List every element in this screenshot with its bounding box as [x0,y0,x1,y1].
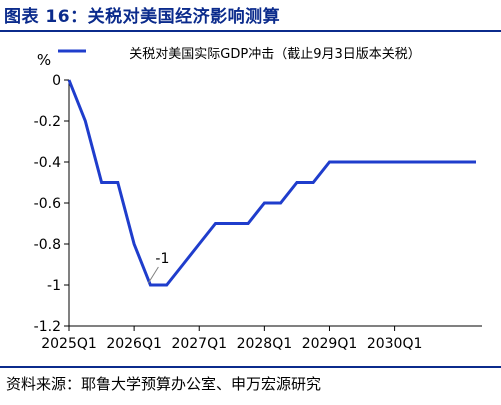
bottom-rule [0,366,501,368]
y-tick-label: -0.8 [34,237,61,253]
x-tick-label: 2029Q1 [302,336,358,352]
x-tick-label: 2026Q1 [106,336,162,352]
annotation-label: -1 [155,251,169,267]
title-rule [0,30,501,32]
y-tick-label: -1 [47,278,61,294]
series-line [67,79,476,287]
legend-label: 关税对美国实际GDP冲击（截止9月3日版本关税） [129,47,420,62]
x-tick-label: 2027Q1 [171,336,227,352]
y-tick-label: -0.6 [34,196,61,212]
x-tick-label: 2030Q1 [367,336,423,352]
x-tick-label: 2025Q1 [41,336,97,352]
figure-title: 图表 16：关税对美国经济影响测算 [4,7,281,27]
x-tick-label: 2028Q1 [237,336,293,352]
y-tick-label: 0 [52,73,61,89]
source-note: 资料来源：耶鲁大学预算办公室、申万宏源研究 [6,375,322,393]
annotation-layer: -1 [147,251,169,284]
y-tick-label: -1.2 [34,319,61,335]
series-layer [58,49,476,287]
y-axis-label: % [37,51,51,69]
y-tick-label: -0.4 [34,155,61,171]
line-chart: 关税对美国实际GDP冲击（截止9月3日版本关税） % 0 -0.2 -0.4 -0.6… [34,47,482,352]
y-tick-label: -0.2 [34,114,61,130]
annotation-leader [147,266,159,284]
